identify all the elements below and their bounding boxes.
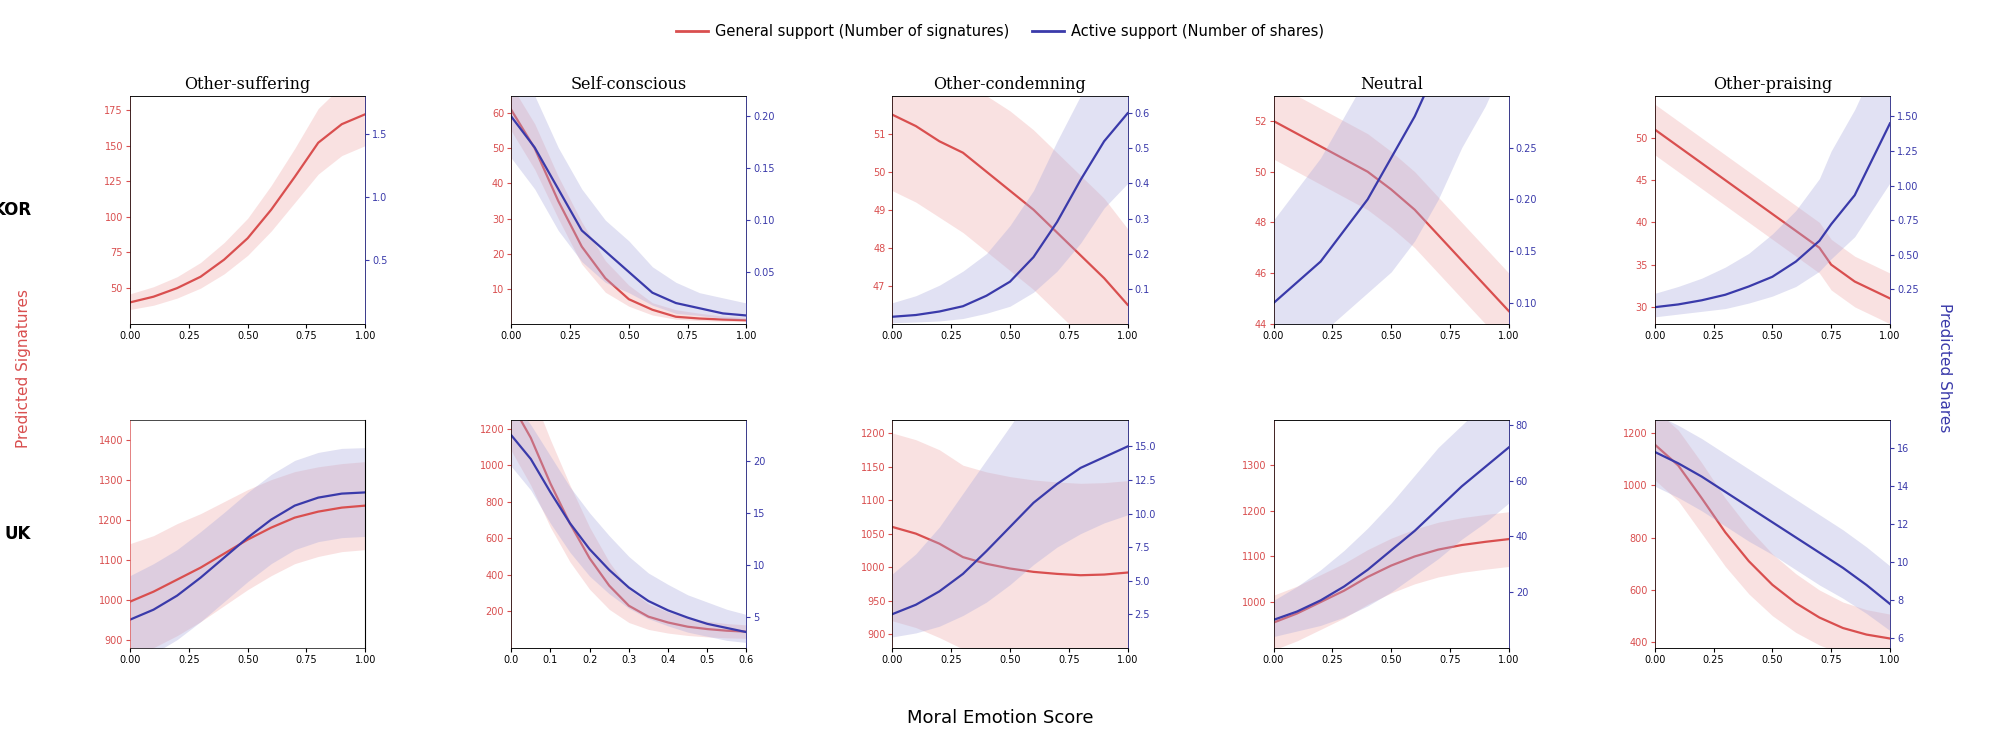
Text: Predicted Shares: Predicted Shares: [1936, 303, 1952, 433]
Text: KOR: KOR: [0, 201, 32, 219]
Title: Other-condemning: Other-condemning: [934, 76, 1086, 93]
Text: Predicted Signatures: Predicted Signatures: [16, 289, 32, 447]
Title: Self-conscious: Self-conscious: [570, 76, 686, 93]
Title: Neutral: Neutral: [1360, 76, 1422, 93]
Legend: General support (Number of signatures), Active support (Number of shares): General support (Number of signatures), …: [670, 18, 1330, 45]
Title: Other-praising: Other-praising: [1712, 76, 1832, 93]
Title: Other-suffering: Other-suffering: [184, 76, 310, 93]
Text: Moral Emotion Score: Moral Emotion Score: [906, 709, 1094, 726]
Text: UK: UK: [4, 525, 32, 542]
